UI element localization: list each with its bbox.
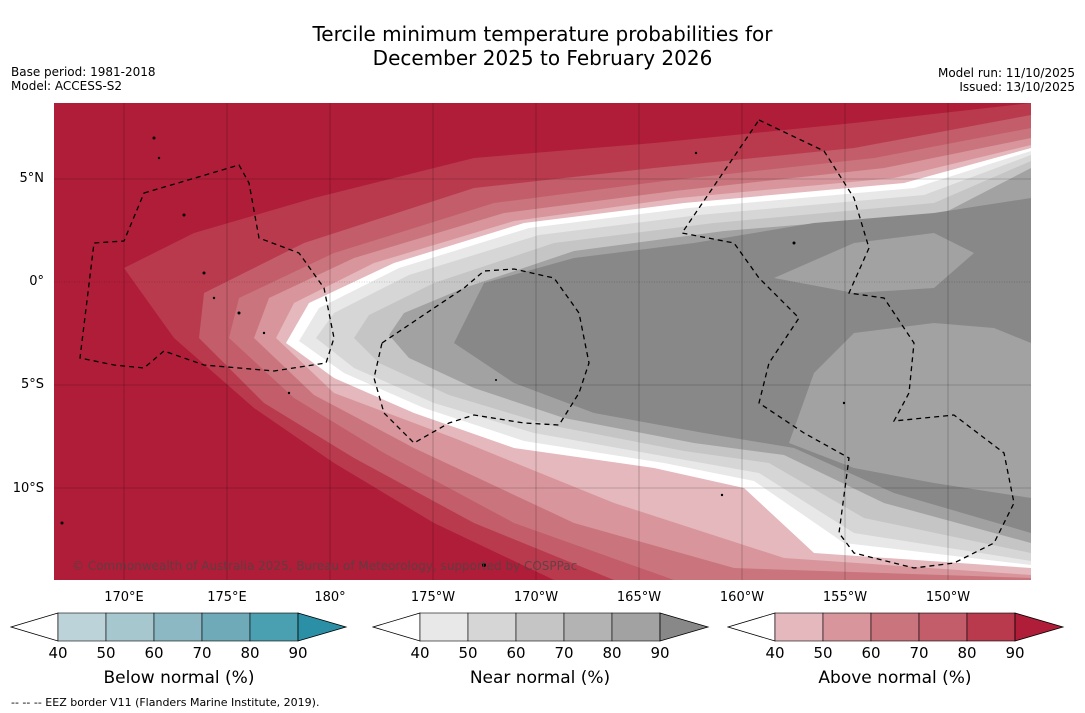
colorbar-above-label: Above normal (%) [818,668,972,688]
near-swatch-0 [419,612,469,642]
above-extend-high [1014,612,1065,642]
band-near-70-patch [774,233,974,293]
near-tick-50: 50 [458,644,478,662]
above-tick-60: 60 [861,644,881,662]
lon-label-175e: 175°E [207,590,247,605]
lat-label-10s: 10°S [12,481,44,496]
lon-label-170e: 170°E [104,590,144,605]
above-tick-50: 50 [813,644,833,662]
near-swatch-3 [563,612,613,642]
above-tick-80: 80 [957,644,977,662]
below-tick-40: 40 [48,644,68,662]
near-tick-40: 40 [410,644,430,662]
below-swatch-0 [57,612,107,642]
above-tick-90: 90 [1005,644,1025,662]
lon-label-180: 180° [314,590,346,605]
lon-label-170w: 170°W [513,590,559,605]
below-swatch-3 [201,612,251,642]
below-swatch-1 [105,612,155,642]
lon-label-155w: 155°W [822,590,868,605]
near-tick-90: 90 [650,644,670,662]
above-extend-low [727,612,776,642]
model-run: Model run: 11/10/2025 [937,66,1075,80]
title-line-1: Tercile minimum temperature probabilitie… [312,22,773,46]
eez-west [79,164,335,372]
probability-map [54,103,1031,580]
above-swatch-4 [966,612,1016,642]
below-tick-70: 70 [192,644,212,662]
above-swatch-2 [870,612,920,642]
meta-right: Model run: 11/10/2025 Issued: 13/10/2025 [938,66,1075,94]
colorbar-near [372,612,710,642]
base-period: Base period: 1981-2018 [11,65,156,79]
below-extend-high [297,612,348,642]
above-tick-40: 40 [765,644,785,662]
near-extend-low [372,612,421,642]
lat-label-5n: 5°N [19,171,45,186]
near-tick-70: 70 [554,644,574,662]
near-swatch-1 [467,612,517,642]
below-tick-90: 90 [288,644,308,662]
islands [60,136,846,567]
eez-borders [79,119,1015,569]
colorbar-below [10,612,348,642]
below-tick-80: 80 [240,644,260,662]
graticule [54,103,1031,580]
below-swatch-4 [249,612,299,642]
lon-label-175w: 175°W [410,590,456,605]
below-extend-low [10,612,59,642]
colorbar-below-label: Below normal (%) [103,668,255,688]
lon-label-160w: 160°W [719,590,765,605]
near-tick-60: 60 [506,644,526,662]
near-tick-80: 80 [602,644,622,662]
eez-east [680,119,1015,569]
map-title: Tercile minimum temperature probabilitie… [0,22,1085,70]
issued-date: Issued: 13/10/2025 [959,80,1075,94]
eez-legend-footer: -- -- -- EEZ border V11 (Flanders Marine… [11,696,320,709]
eez-central [373,268,590,444]
lon-label-165w: 165°W [616,590,662,605]
colorbar-above [727,612,1065,642]
below-tick-60: 60 [144,644,164,662]
model-name: Model: ACCESS-S2 [11,79,123,93]
meta-left: Base period: 1981-2018 Model: ACCESS-S2 [11,65,156,93]
copyright-notice: © Commonwealth of Australia 2025, Bureau… [72,559,578,573]
lat-label-5s: 5°S [20,377,44,392]
near-swatch-4 [611,612,661,642]
above-swatch-0 [774,612,824,642]
lat-label-0: 0° [29,274,44,289]
below-tick-50: 50 [96,644,116,662]
above-tick-70: 70 [909,644,929,662]
above-swatch-3 [918,612,968,642]
near-extend-high [659,612,710,642]
below-swatch-2 [153,612,203,642]
colorbar-near-label: Near normal (%) [469,668,611,688]
lon-label-150w: 150°W [925,590,971,605]
title-line-2: December 2025 to February 2026 [372,46,713,70]
near-swatch-2 [515,612,565,642]
above-swatch-1 [822,612,872,642]
